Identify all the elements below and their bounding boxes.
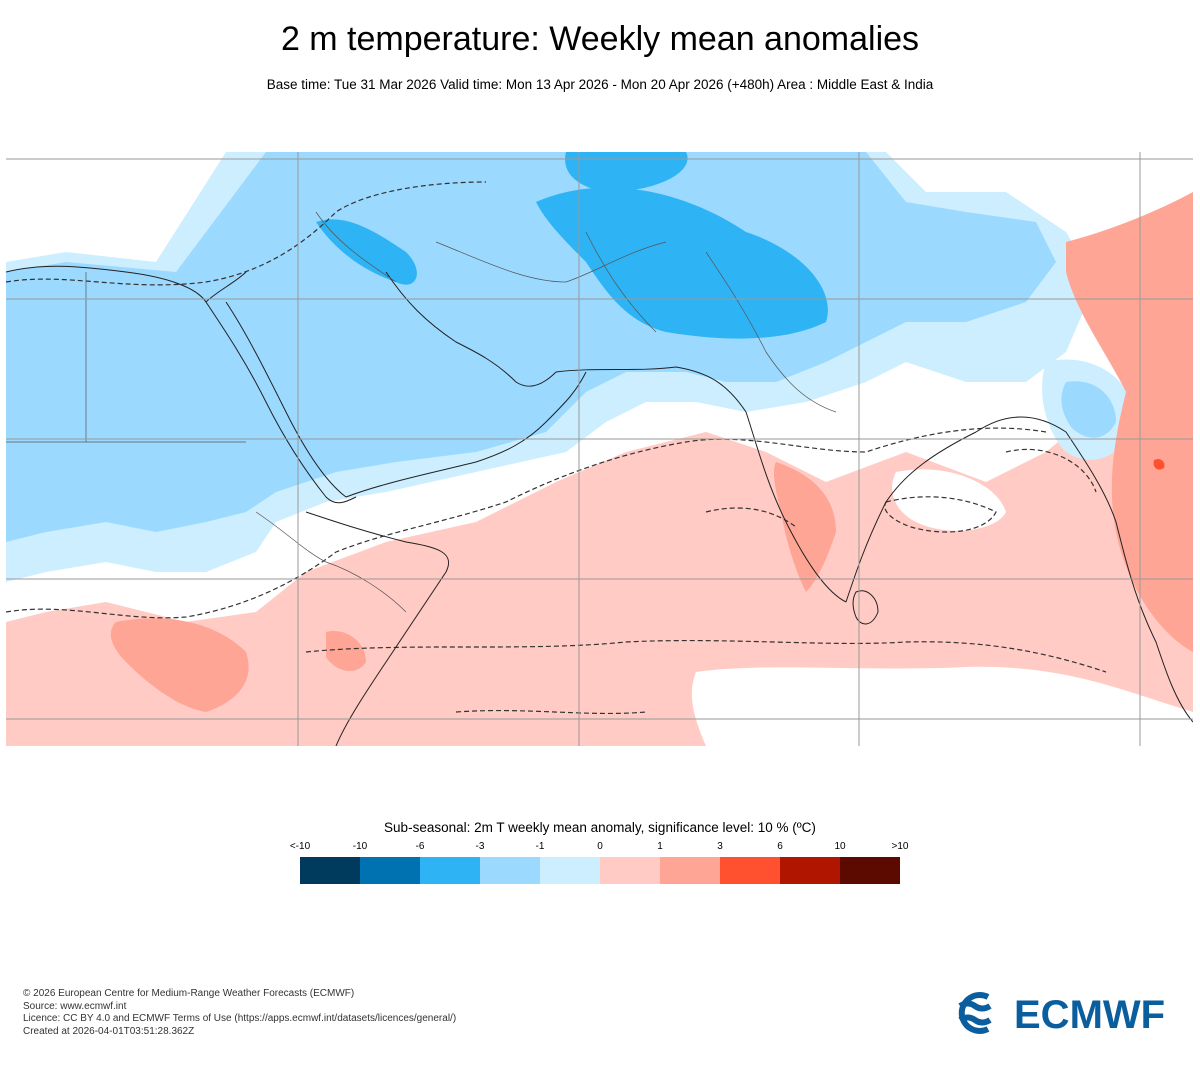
country-border xyxy=(435,241,667,283)
footer-credits: © 2026 European Centre for Medium-Range … xyxy=(23,988,456,1038)
coastline-red-sea xyxy=(205,301,357,504)
legend-swatch-0 xyxy=(300,857,360,884)
legend-swatch-4 xyxy=(540,857,600,884)
cold-region xyxy=(6,152,1056,542)
strong-cold-region-iraq xyxy=(316,219,417,285)
warm-region-southeast-asia xyxy=(1066,192,1193,652)
footer-created: Created at 2026-04-01T03:51:28.362Z xyxy=(23,1025,195,1037)
coastline-bay-bengal-east xyxy=(975,416,1193,723)
legend-swatch-9 xyxy=(840,857,900,884)
significance-contour xyxy=(1005,448,1097,493)
warm-region-india xyxy=(773,462,836,592)
legend-swatch-7 xyxy=(720,857,780,884)
warm-region-east-africa xyxy=(110,618,249,712)
coastline-horn-of-africa xyxy=(305,511,449,746)
legend-swatch-2 xyxy=(420,857,480,884)
significance-contour xyxy=(305,639,1107,673)
coastline-sri-lanka xyxy=(852,590,879,625)
footer-copyright: © 2026 European Centre for Medium-Range … xyxy=(23,988,355,999)
coastline-india-west xyxy=(745,411,847,603)
significance-contour xyxy=(6,181,487,286)
cold-region-east xyxy=(1061,381,1116,438)
legend-tick-label: 3 xyxy=(717,841,723,852)
legend-tick-label: 6 xyxy=(777,841,783,852)
legend-tick-label: <-10 xyxy=(289,841,311,852)
page-title: 2 m temperature: Weekly mean anomalies xyxy=(280,20,920,58)
country-border xyxy=(315,211,397,283)
page-subtitle: Base time: Tue 31 Mar 2026 Valid time: M… xyxy=(266,77,934,92)
country-borders xyxy=(6,211,837,613)
legend-colorbar xyxy=(300,857,900,884)
legend-title: Sub-seasonal: 2m T weekly mean anomaly, … xyxy=(384,820,816,835)
graticule xyxy=(6,152,1193,746)
significance-contours xyxy=(6,181,1107,715)
coastline-india-east xyxy=(845,431,977,603)
legend-tick-label: -6 xyxy=(415,841,425,852)
significance-contour xyxy=(705,507,797,528)
legend-tick-label: -1 xyxy=(535,841,545,852)
coastline-arabia-south xyxy=(345,371,587,498)
warm-region-somalia xyxy=(326,631,366,672)
significance-contour xyxy=(6,427,1047,619)
footer-source: Source: www.ecmwf.int xyxy=(23,1000,127,1012)
legend-tick-label: -3 xyxy=(475,841,485,852)
ecmwf-logo-text: ECMWF xyxy=(1014,993,1165,1036)
ecmwf-logo: ECMWF xyxy=(958,992,1165,1036)
legend-swatch-1 xyxy=(360,857,420,884)
coastline-red-sea-east xyxy=(225,301,347,498)
country-border xyxy=(585,231,657,333)
legend-swatch-6 xyxy=(660,857,720,884)
legend-tick-label: -10 xyxy=(352,841,368,852)
ecmwf-logo-mark xyxy=(958,992,992,1034)
strong-cold-region-central-asia xyxy=(536,187,828,339)
strong-cold-region-north xyxy=(565,152,688,192)
hot-spot xyxy=(1153,459,1165,470)
coastline-mediterranean xyxy=(6,265,247,303)
country-border xyxy=(705,251,837,413)
legend-swatch-8 xyxy=(780,857,840,884)
country-border xyxy=(255,511,407,613)
legend-tick-label: 10 xyxy=(834,841,846,852)
legend-labels: <-10 -10 -6 -3 -1 0 1 3 6 10 >10 xyxy=(270,841,930,855)
coastlines xyxy=(6,265,1193,746)
legend-swatch-3 xyxy=(480,857,540,884)
coastline-iran-pakistan xyxy=(555,366,747,413)
legend-tick-label: >10 xyxy=(891,841,909,852)
legend-swatch-5 xyxy=(600,857,660,884)
neutral-region-south xyxy=(691,666,1193,746)
legend-tick-label: 0 xyxy=(597,841,603,852)
significance-contour xyxy=(455,709,647,715)
footer-licence: Licence: CC BY 4.0 and ECMWF Terms of Us… xyxy=(23,1013,457,1024)
coastline-persian-gulf xyxy=(385,271,557,387)
neutral-region-bay xyxy=(892,469,1006,531)
significance-contour xyxy=(884,496,997,533)
legend-tick-label: 1 xyxy=(657,841,663,852)
anomaly-map xyxy=(6,152,1193,746)
